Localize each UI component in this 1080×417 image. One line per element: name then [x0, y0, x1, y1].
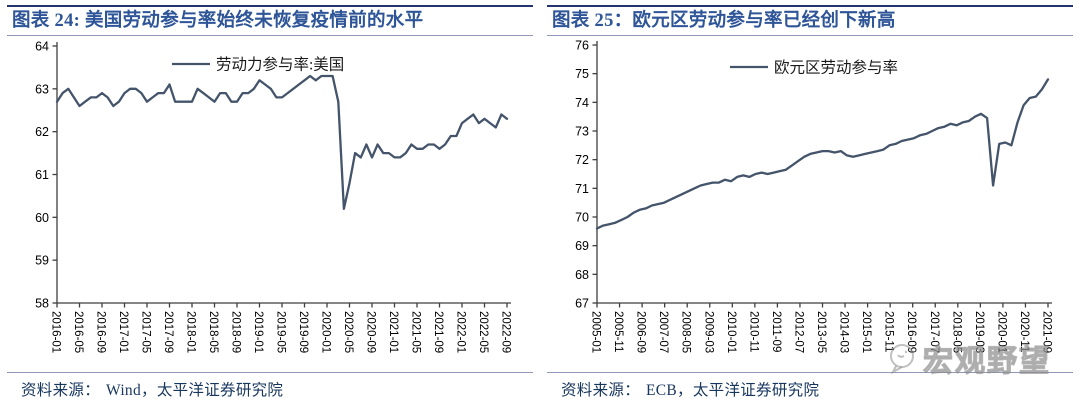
svg-text:2020-09: 2020-09	[365, 311, 377, 353]
svg-text:2012-07: 2012-07	[792, 311, 804, 353]
svg-text:2021-09: 2021-09	[432, 311, 444, 353]
figure-25-title: 图表 25：欧元区劳动参与率已经创下新高	[552, 11, 896, 31]
svg-text:2015-01: 2015-01	[860, 311, 872, 353]
svg-text:2014-03: 2014-03	[838, 311, 850, 353]
svg-text:劳动力参与率:美国: 劳动力参与率:美国	[216, 56, 344, 74]
svg-text:2005-01: 2005-01	[590, 311, 602, 353]
svg-text:2005-11: 2005-11	[612, 311, 624, 352]
svg-text:70: 70	[575, 211, 589, 225]
figure-24-title: 图表 24: 美国劳动参与率始终未恢复疫情前的水平	[12, 11, 424, 31]
svg-text:2020-01: 2020-01	[320, 311, 332, 353]
svg-text:75: 75	[575, 67, 589, 81]
svg-text:2020-05: 2020-05	[342, 311, 354, 353]
source-label: 资料来源：	[561, 382, 641, 400]
svg-text:2017-09: 2017-09	[162, 311, 174, 353]
svg-text:74: 74	[575, 96, 589, 110]
svg-text:2016-05: 2016-05	[72, 311, 84, 353]
svg-text:2015-11: 2015-11	[883, 311, 895, 352]
source-text: Wind，太平洋证券研究院	[106, 382, 284, 400]
svg-text:2011-09: 2011-09	[770, 311, 782, 352]
svg-text:2018-09: 2018-09	[230, 311, 242, 353]
svg-text:2021-01: 2021-01	[387, 311, 399, 353]
svg-text:2022-01: 2022-01	[455, 311, 467, 353]
svg-text:2021-05: 2021-05	[410, 311, 422, 353]
svg-text:2020-11: 2020-11	[1018, 311, 1030, 352]
figure-24-source-row: 资料来源： Wind，太平洋证券研究院	[7, 372, 533, 400]
svg-text:2022-05: 2022-05	[477, 311, 489, 353]
svg-text:64: 64	[35, 40, 49, 54]
source-text: ECB，太平洋证券研究院	[646, 382, 820, 400]
svg-text:2022-09: 2022-09	[500, 311, 512, 353]
svg-text:2016-01: 2016-01	[50, 311, 62, 353]
svg-text:2017-05: 2017-05	[140, 311, 152, 353]
svg-text:61: 61	[35, 168, 49, 182]
figure-25-source-row: 资料来源： ECB，太平洋证券研究院	[547, 372, 1073, 400]
svg-text:2013-05: 2013-05	[815, 311, 827, 353]
svg-text:2010-11: 2010-11	[747, 311, 759, 352]
svg-text:2021-09: 2021-09	[1041, 311, 1053, 353]
svg-text:71: 71	[575, 182, 589, 196]
panel-us-chart: 图表 24: 美国劳动参与率始终未恢复疫情前的水平 58 59 60 61 62 63 64…	[7, 5, 533, 400]
svg-text:2017-07: 2017-07	[928, 311, 940, 353]
svg-text:62: 62	[35, 125, 49, 139]
svg-text:2019-05: 2019-05	[275, 311, 287, 353]
svg-text:2018-01: 2018-01	[185, 311, 197, 353]
svg-text:68: 68	[575, 268, 589, 282]
svg-text:59: 59	[35, 254, 49, 268]
svg-text:76: 76	[575, 39, 589, 53]
svg-text:2019-09: 2019-09	[297, 311, 309, 353]
svg-text:2019-03: 2019-03	[973, 311, 985, 353]
svg-text:2017-01: 2017-01	[117, 311, 129, 353]
svg-text:2016-09: 2016-09	[95, 311, 107, 353]
svg-text:72: 72	[575, 153, 589, 167]
svg-text:58: 58	[35, 297, 49, 311]
svg-text:73: 73	[575, 125, 589, 139]
svg-text:2018-05: 2018-05	[950, 311, 962, 353]
svg-text:2008-05: 2008-05	[680, 311, 692, 353]
svg-text:2010-01: 2010-01	[725, 311, 737, 353]
svg-text:63: 63	[35, 82, 49, 96]
source-label: 资料来源：	[21, 382, 101, 400]
svg-text:2016-09: 2016-09	[905, 311, 917, 353]
svg-text:69: 69	[575, 239, 589, 253]
figure-25-title-bar: 图表 25：欧元区劳动参与率已经创下新高	[547, 5, 1073, 37]
svg-text:2018-05: 2018-05	[207, 311, 219, 353]
svg-text:2007-07: 2007-07	[657, 311, 669, 353]
svg-text:2020-01: 2020-01	[995, 311, 1007, 353]
figure-24-title-bar: 图表 24: 美国劳动参与率始终未恢复疫情前的水平	[7, 5, 533, 37]
eurozone-labor-participation-chart: 67 68 69 70 71 72 73 74 75 76 2005-01 2005-11 2006-0…	[575, 39, 1053, 354]
us-labor-participation-chart: 58 59 60 61 62 63 64 2016-01 2016-05 2016-09 2017-…	[35, 40, 512, 354]
svg-text:欧元区劳动参与率: 欧元区劳动参与率	[774, 59, 898, 77]
svg-text:2009-03: 2009-03	[702, 311, 714, 353]
panel-eurozone-chart: 图表 25：欧元区劳动参与率已经创下新高 67 68 69 70 71 72 73 74 75 7…	[540, 0, 1080, 417]
svg-text:67: 67	[575, 297, 589, 311]
svg-text:2006-09: 2006-09	[635, 311, 647, 353]
svg-text:2019-01: 2019-01	[252, 311, 264, 353]
svg-text:60: 60	[35, 211, 49, 225]
